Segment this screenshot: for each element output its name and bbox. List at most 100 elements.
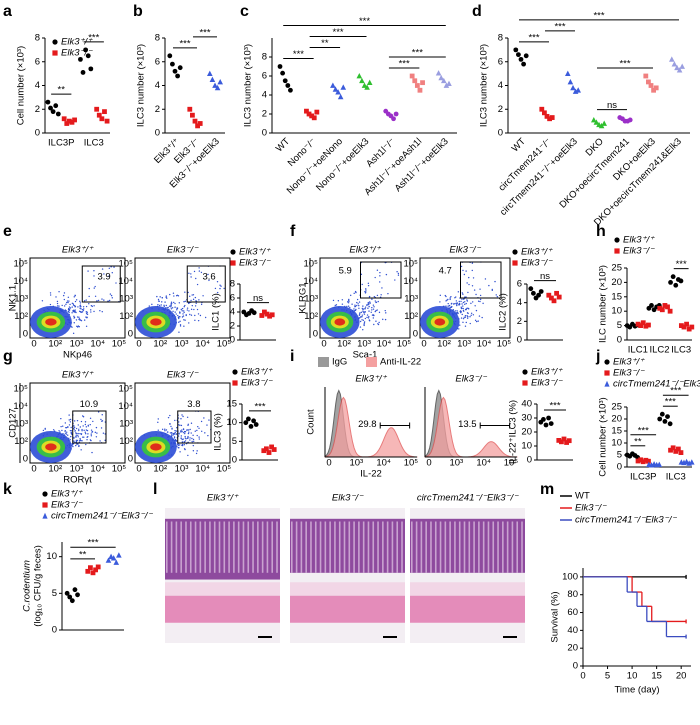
y-tick-label: 10⁴ (403, 276, 418, 287)
data-point (689, 324, 695, 330)
event-dot (69, 307, 72, 309)
event-dot (196, 283, 199, 286)
event-dot (184, 291, 186, 293)
event-dot (198, 427, 200, 429)
data-point (420, 80, 425, 86)
event-dot (370, 311, 372, 313)
event-dot (374, 300, 376, 302)
data-point (513, 47, 519, 53)
event-dot (351, 303, 353, 305)
event-dot (156, 295, 158, 298)
event-dot (64, 422, 67, 424)
event-dot (360, 316, 362, 318)
data-point (175, 73, 181, 79)
panel-letter: c (240, 3, 249, 20)
event-dot (101, 310, 103, 313)
crypt (213, 521, 216, 573)
density-blob (45, 443, 57, 451)
crypt (257, 521, 259, 573)
x-tick-label: ILC3 (666, 472, 686, 483)
x-tick-label: 10³ (449, 458, 463, 469)
legend-symbol (232, 380, 238, 386)
data-point (75, 592, 80, 598)
event-dot (439, 294, 442, 297)
crypt (305, 521, 307, 573)
event-dot (113, 266, 115, 268)
event-dot (70, 435, 72, 438)
event-dot (86, 429, 89, 432)
event-dot (385, 312, 387, 314)
event-dot (332, 299, 335, 302)
event-dot (358, 307, 360, 309)
crypt (237, 521, 240, 573)
event-dot (460, 311, 462, 314)
event-dot (451, 302, 453, 305)
event-dot (73, 315, 75, 318)
event-dot (185, 314, 187, 316)
event-dot (387, 292, 389, 295)
event-dot (65, 301, 68, 304)
event-dot (79, 437, 81, 440)
data-point (673, 449, 679, 454)
event-dot (173, 301, 175, 304)
data-point (643, 323, 649, 329)
event-dot (56, 300, 59, 303)
event-dot (182, 315, 185, 317)
crypt (247, 521, 250, 573)
data-point (414, 83, 420, 88)
event-dot (366, 314, 369, 316)
event-dot (186, 437, 189, 440)
significance-label: *** (619, 59, 630, 70)
event-dot (384, 318, 387, 321)
event-dot (439, 301, 441, 303)
event-dot (372, 317, 375, 319)
gate (460, 261, 502, 299)
event-dot (76, 443, 78, 445)
event-dot (73, 436, 75, 439)
y-axis-label: KLRG1 (298, 282, 309, 313)
event-dot (181, 444, 183, 447)
event-dot (446, 305, 448, 307)
event-dot (169, 432, 172, 434)
x-tick-label: 10⁴ (376, 458, 391, 469)
data-point (50, 109, 56, 115)
data-point (110, 555, 117, 561)
y-axis-label: ILC number (×10³) (598, 265, 609, 343)
event-dot (170, 306, 172, 308)
significance-label: ** (79, 549, 87, 560)
event-dot (465, 296, 467, 298)
x-tick-label: 10⁴ (195, 339, 210, 350)
event-dot (394, 279, 396, 281)
event-dot (165, 295, 168, 297)
panel-letter: b (133, 3, 143, 20)
submucosa (290, 582, 405, 596)
event-dot (79, 432, 81, 435)
event-dot (169, 414, 171, 417)
x-tick-label: 10³ (175, 464, 189, 475)
event-dot (184, 431, 187, 433)
event-dot (204, 432, 206, 434)
crypt (391, 521, 394, 573)
event-dot (83, 308, 85, 310)
crypt (338, 521, 341, 573)
event-dot (376, 294, 379, 297)
y-tick-label: 10⁴ (13, 276, 28, 287)
event-dot (193, 308, 195, 311)
event-dot (364, 311, 366, 313)
data-point (212, 82, 218, 88)
event-dot (72, 303, 74, 305)
data-point (359, 77, 365, 84)
event-dot (207, 434, 209, 437)
event-dot (337, 300, 340, 302)
data-point (538, 289, 544, 294)
event-dot (190, 422, 193, 424)
event-dot (353, 292, 355, 295)
event-dot (65, 303, 67, 306)
event-dot (368, 310, 370, 312)
event-dot (466, 312, 469, 314)
event-dot (108, 275, 110, 277)
event-dot (450, 306, 453, 308)
event-dot (183, 325, 185, 327)
crypt (420, 521, 423, 573)
event-dot (161, 297, 163, 299)
